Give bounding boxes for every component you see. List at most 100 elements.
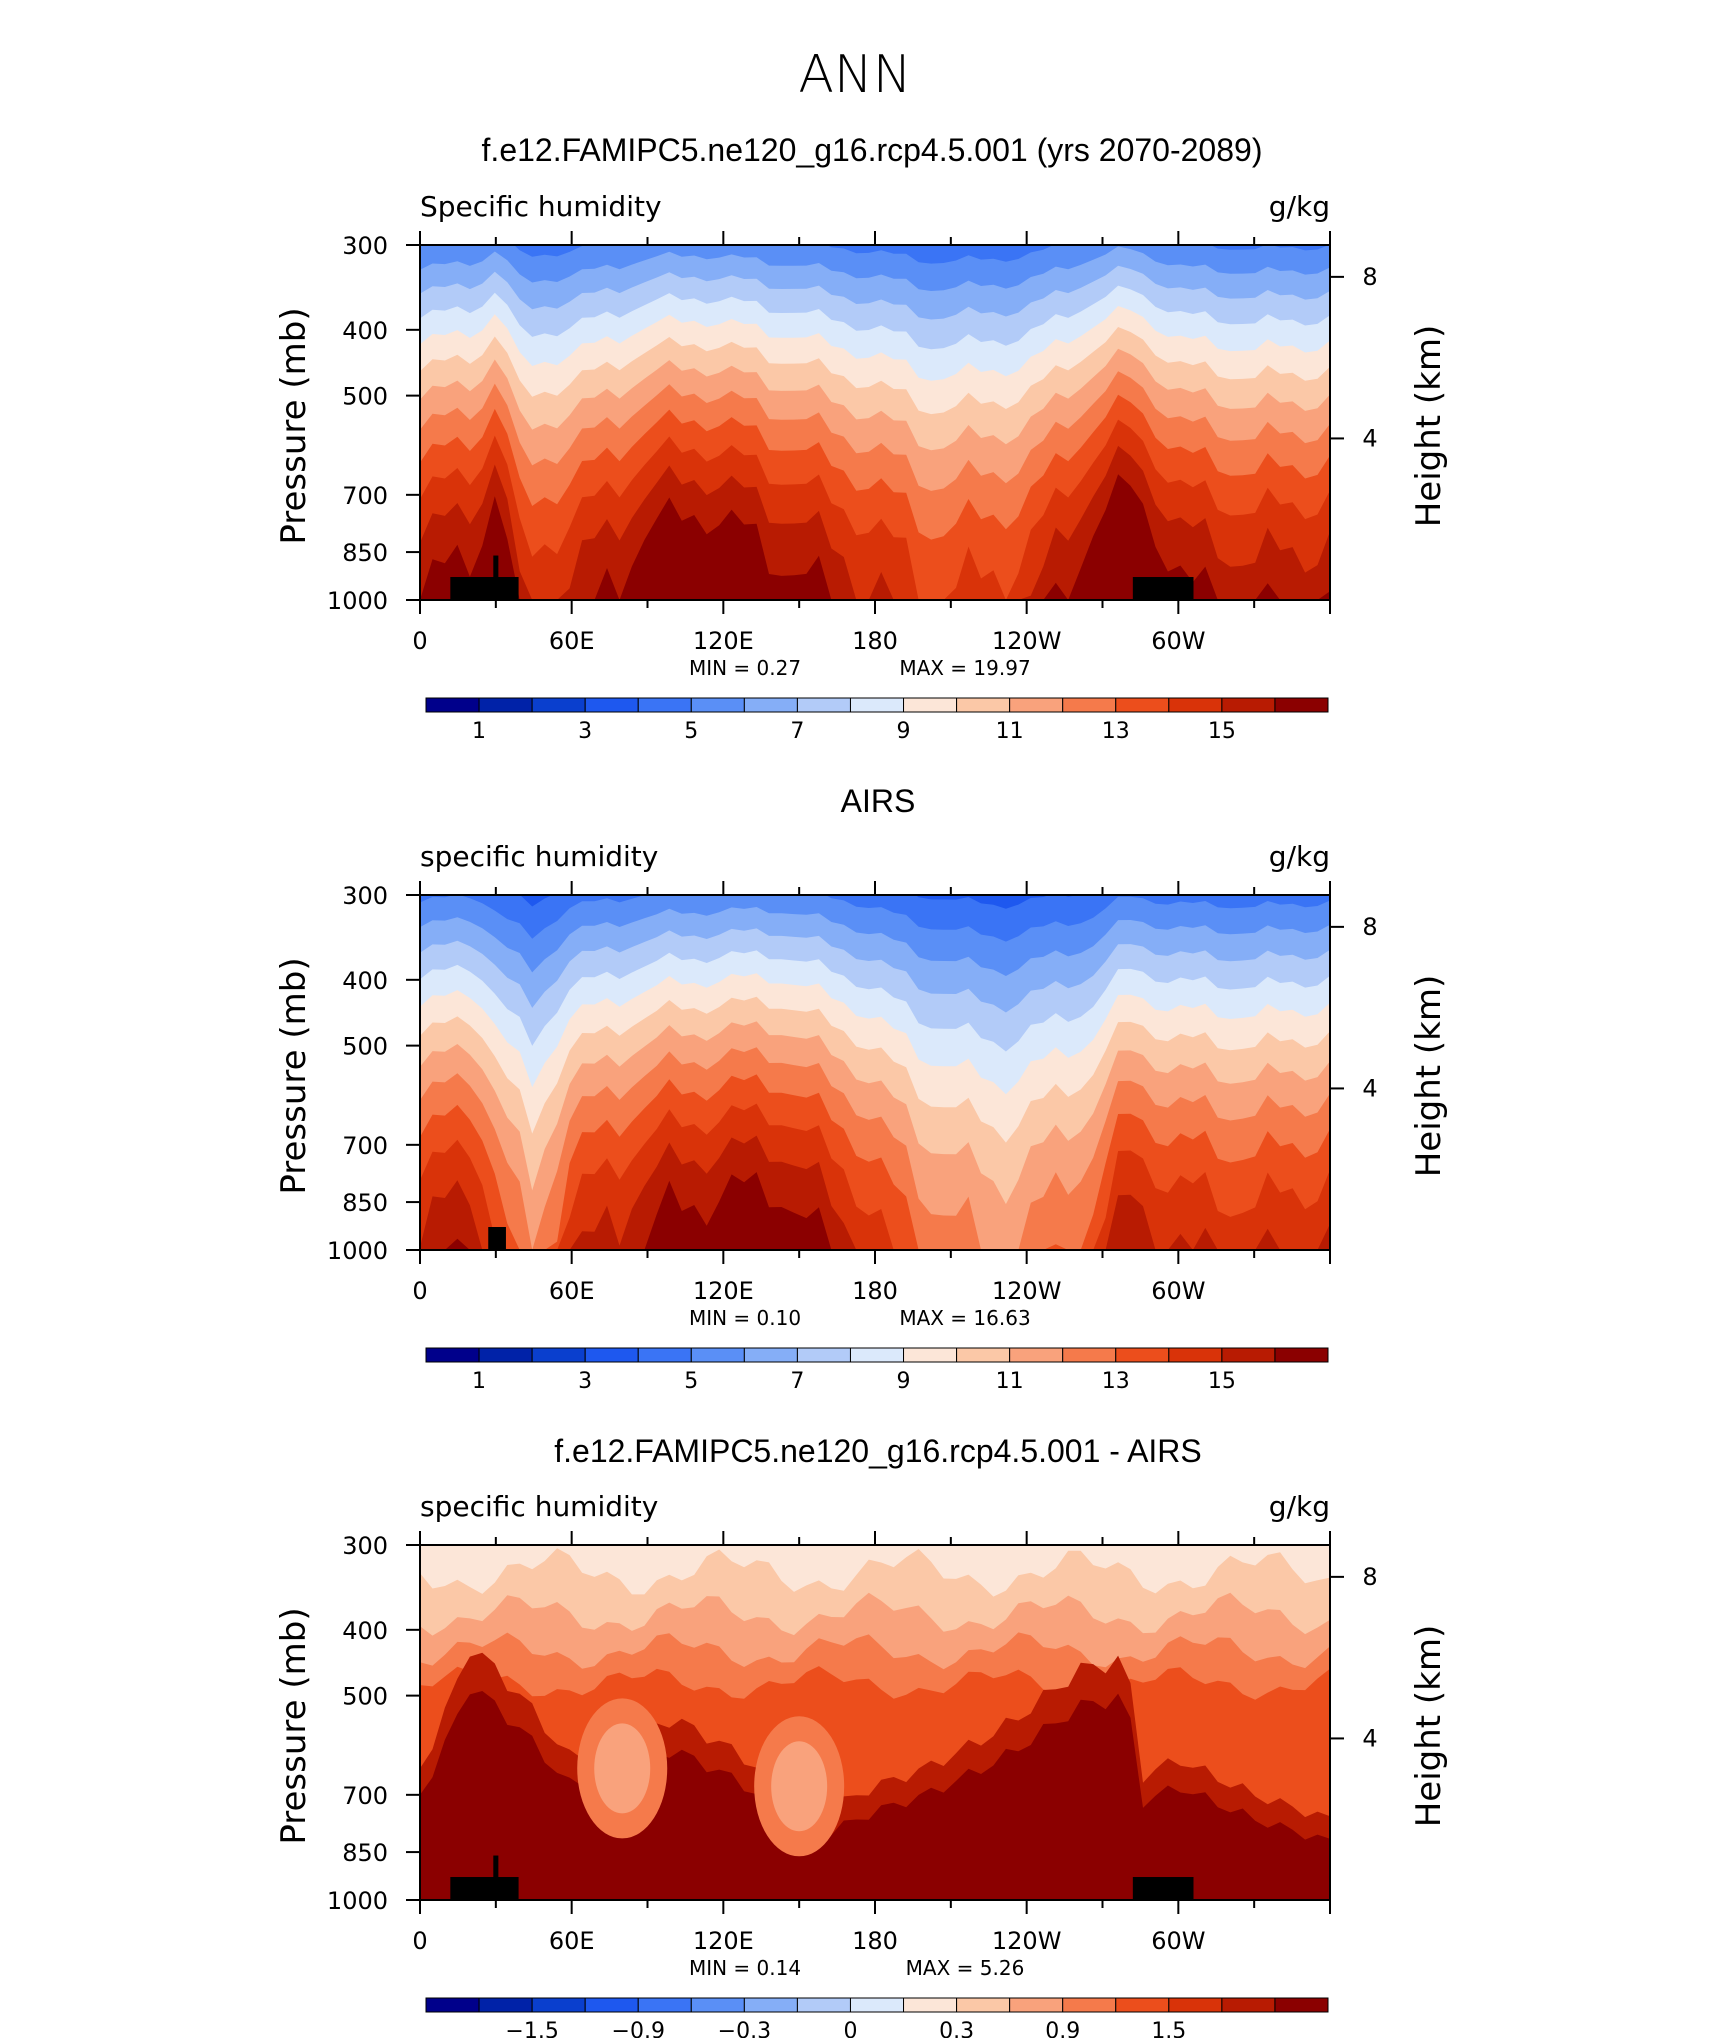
colorbar-swatch xyxy=(478,697,533,713)
colorbar-label: −1.5 xyxy=(505,2019,558,2038)
colorbar-label: 13 xyxy=(1102,1369,1130,1394)
colorbar-swatch xyxy=(903,1347,958,1363)
topography-mask xyxy=(1132,577,1194,600)
colorbar-label: 1.5 xyxy=(1151,2019,1186,2038)
lon-tick-label: 180 xyxy=(852,1277,898,1305)
pressure-tick-label: 1000 xyxy=(327,1887,388,1915)
colorbar-label: 7 xyxy=(790,1369,804,1394)
colorbar-swatch xyxy=(425,1347,480,1363)
contour-band xyxy=(771,1741,828,1832)
topography-mask xyxy=(450,577,519,600)
lon-tick-label: 60E xyxy=(549,1277,595,1305)
colorbar-swatch xyxy=(637,1347,692,1363)
colorbar-swatch xyxy=(796,1997,851,2013)
max-label-obs: MAX = 16.63 xyxy=(899,1306,1030,1330)
colorbar-swatch xyxy=(637,697,692,713)
colorbar-swatch xyxy=(1115,697,1170,713)
colorbar-swatch xyxy=(796,697,851,713)
colorbar-swatch xyxy=(1221,1347,1276,1363)
height-tick-label: 8 xyxy=(1362,1563,1377,1591)
lon-tick-label: 120W xyxy=(992,627,1062,655)
colorbar-label: 5 xyxy=(684,719,698,744)
pressure-tick-label: 1000 xyxy=(327,1237,388,1265)
pressure-tick-label: 500 xyxy=(342,383,388,411)
lon-tick-label: 60W xyxy=(1151,1927,1205,1955)
contour-plot-diff: 300 400 500 700 850 1000 8 4 0 60E 120E 180 120W 60W xyxy=(327,1531,1378,1955)
ylabel-left-model: Pressure (mb) xyxy=(274,307,314,544)
colorbar-swatch xyxy=(956,1347,1011,1363)
colorbar-swatch xyxy=(743,1347,798,1363)
colorbar-swatch xyxy=(1062,1347,1117,1363)
pressure-tick-label: 300 xyxy=(342,882,388,910)
colorbar-label: 15 xyxy=(1208,719,1236,744)
colorbar-label: 5 xyxy=(684,1369,698,1394)
colorbar-swatch xyxy=(956,1997,1011,2013)
contour-plot-obs: 300 400 500 700 850 1000 8 4 0 60E 120E 180 120W 60W xyxy=(327,881,1378,1305)
colorbar-swatch xyxy=(425,697,480,713)
colorbar-swatch xyxy=(1168,1997,1223,2013)
colorbar-label: 7 xyxy=(790,719,804,744)
colorbar-swatch xyxy=(849,1347,905,1363)
min-label-obs: MIN = 0.10 xyxy=(689,1306,801,1330)
pressure-tick-label: 500 xyxy=(342,1683,388,1711)
pressure-tick-label: 1000 xyxy=(327,587,388,615)
colorbar-label: 0.3 xyxy=(939,2019,974,2038)
pressure-tick-label: 500 xyxy=(342,1033,388,1061)
colorbar-swatch xyxy=(584,1347,639,1363)
colorbar-label: 13 xyxy=(1102,719,1130,744)
colorbar-label: 0 xyxy=(843,2019,857,2038)
colorbar-label: 3 xyxy=(578,1369,592,1394)
max-label-diff: MAX = 5.26 xyxy=(906,1956,1025,1980)
contour-band xyxy=(594,1723,651,1814)
lon-tick-label: 60E xyxy=(549,627,595,655)
height-tick-label: 8 xyxy=(1362,263,1377,291)
lon-tick-label: 120W xyxy=(992,1927,1062,1955)
topography-mask xyxy=(450,1877,519,1900)
panel-title-model: f.e12.FAMIPC5.ne120_g16.rcp4.5.001 (yrs … xyxy=(482,132,1263,168)
colorbar-swatch xyxy=(584,697,639,713)
contour-field xyxy=(420,245,1330,600)
lon-tick-label: 120W xyxy=(992,1277,1062,1305)
colorbar-swatch xyxy=(796,1347,851,1363)
colorbar-swatch xyxy=(849,1997,905,2013)
panel-model: f.e12.FAMIPC5.ne120_g16.rcp4.5.001 (yrs … xyxy=(274,132,1449,744)
colorbar-swatch xyxy=(956,697,1011,713)
lon-tick-label: 120E xyxy=(693,1277,754,1305)
colorbar-swatch xyxy=(637,1997,692,2013)
topography-mask xyxy=(493,555,499,600)
colorbar-label: 11 xyxy=(996,1369,1024,1394)
height-tick-label: 4 xyxy=(1362,1724,1377,1752)
colorbar-label: 11 xyxy=(996,719,1024,744)
lon-tick-label: 120E xyxy=(693,1927,754,1955)
colorbar-label: −0.3 xyxy=(718,2019,771,2038)
pressure-tick-label: 400 xyxy=(342,317,388,345)
height-tick-label: 4 xyxy=(1362,1074,1377,1102)
colorbar-label: 1 xyxy=(472,719,486,744)
colorbar-swatch xyxy=(478,1997,533,2013)
pressure-tick-label: 850 xyxy=(342,539,388,567)
ylabel-right-obs: Height (km) xyxy=(1409,975,1449,1178)
topography-mask xyxy=(1132,1877,1194,1900)
colorbar-swatch xyxy=(1168,697,1223,713)
colorbar-label: 9 xyxy=(897,719,911,744)
field-label-model: Specific humidity xyxy=(420,190,662,223)
colorbar-swatch xyxy=(1062,1997,1117,2013)
topography-mask xyxy=(488,1227,506,1250)
contour-plot-model: 300 400 500 700 850 1000 8 4 0 60E 120E 180 120W 60W xyxy=(327,231,1378,655)
pressure-tick-label: 300 xyxy=(342,232,388,260)
lon-tick-label: 180 xyxy=(852,627,898,655)
ylabel-left-obs: Pressure (mb) xyxy=(274,957,314,1194)
colorbar-diff: −1.5 −0.9 −0.3 0 0.3 0.9 1.5 xyxy=(425,1997,1329,2038)
pressure-tick-label: 850 xyxy=(342,1189,388,1217)
season-title: ANN xyxy=(798,45,911,105)
pressure-tick-label: 400 xyxy=(342,1617,388,1645)
colorbar-obs: 1 3 5 7 9 11 13 15 xyxy=(425,1347,1329,1394)
colorbar-swatch xyxy=(425,1997,480,2013)
colorbar-swatch xyxy=(743,697,798,713)
field-label-obs: specific humidity xyxy=(420,840,658,873)
pressure-tick-label: 700 xyxy=(342,1782,388,1810)
panel-title-diff: f.e12.FAMIPC5.ne120_g16.rcp4.5.001 - AIR… xyxy=(554,1433,1202,1469)
ylabel-right-diff: Height (km) xyxy=(1409,1625,1449,1828)
height-tick-label: 4 xyxy=(1362,424,1377,452)
